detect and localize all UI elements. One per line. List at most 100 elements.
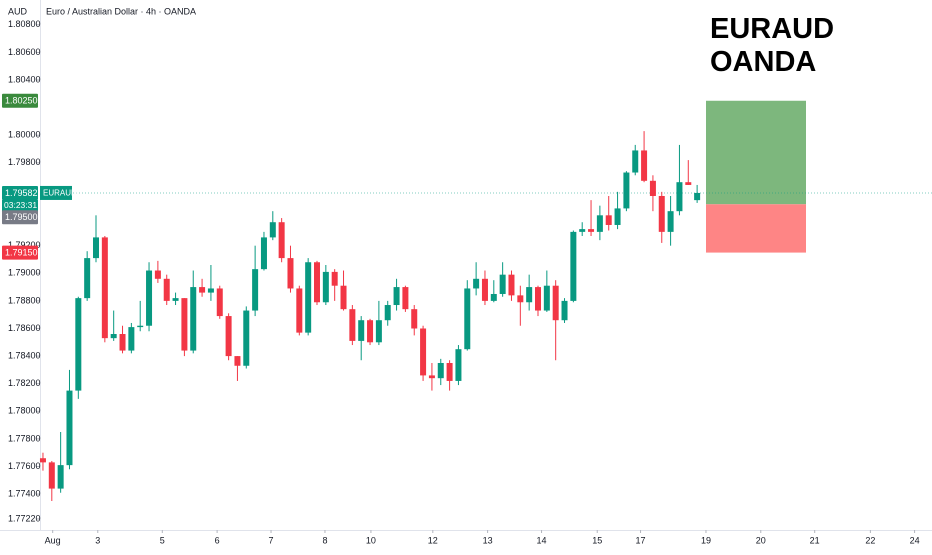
candle-body xyxy=(543,285,550,311)
candle-body xyxy=(464,288,471,350)
candle-body xyxy=(331,271,338,286)
candle-body xyxy=(305,262,312,333)
candle-body xyxy=(614,208,621,225)
candle-body xyxy=(119,334,126,351)
candle-body xyxy=(181,298,188,351)
candle-body xyxy=(57,465,64,489)
candle-body xyxy=(101,237,108,339)
x-tick-label: 21 xyxy=(810,535,820,545)
y-tick-label: 1.78200 xyxy=(8,378,41,388)
x-tick-label: 17 xyxy=(636,535,646,545)
candle-body xyxy=(561,300,568,321)
candle-body xyxy=(446,362,453,381)
chart-title: Euro / Australian Dollar · 4h · OANDA xyxy=(46,6,196,16)
candle-body xyxy=(269,222,276,238)
x-tick-label: 20 xyxy=(756,535,766,545)
candle-body xyxy=(314,262,321,303)
x-tick-label: 22 xyxy=(865,535,875,545)
loss-zone xyxy=(706,204,806,253)
candle-body xyxy=(384,305,391,321)
countdown-label: 03:23:31 xyxy=(4,200,37,210)
candle-body xyxy=(163,278,170,301)
y-tick-label: 1.80000 xyxy=(8,130,41,140)
entry-label: 1.79500 xyxy=(5,212,38,222)
x-tick-label: 5 xyxy=(160,535,165,545)
y-tick-label: 1.80400 xyxy=(8,74,41,84)
x-tick-label: 3 xyxy=(95,535,100,545)
candle-body xyxy=(437,362,444,379)
candle-body xyxy=(66,390,73,466)
candle-body xyxy=(641,150,648,181)
x-tick-label: 15 xyxy=(592,535,602,545)
candle-body xyxy=(358,320,365,341)
plot-area xyxy=(39,100,932,502)
y-tick-label: 1.78600 xyxy=(8,323,41,333)
candle-body xyxy=(428,375,435,379)
candle-body xyxy=(605,215,612,225)
symbol-label: EURAUD xyxy=(43,189,77,198)
labels: AUD Euro / Australian Dollar · 4h · OAND… xyxy=(8,6,834,78)
symbol-label-bg xyxy=(40,185,72,200)
candle-body xyxy=(411,309,418,329)
candle-body xyxy=(508,274,515,296)
candle-body xyxy=(623,172,630,209)
candle-body xyxy=(172,298,179,301)
y-tick-label: 1.77800 xyxy=(8,433,41,443)
y-tick-label: 1.78400 xyxy=(8,350,41,360)
x-tick-label: 7 xyxy=(269,535,274,545)
y-tick-label: 1.78800 xyxy=(8,295,41,305)
candle-body xyxy=(473,278,480,289)
candle-body xyxy=(340,285,347,310)
y-tick-label: 1.80800 xyxy=(8,19,41,29)
candle-body xyxy=(137,325,144,328)
candle-body xyxy=(225,316,232,357)
x-tick-label: 10 xyxy=(366,535,376,545)
candle-body xyxy=(199,287,206,293)
candle-body xyxy=(667,211,674,232)
stop-label-bg xyxy=(2,245,38,260)
candle-body xyxy=(349,309,356,341)
candle-body xyxy=(260,237,267,270)
candle-body xyxy=(93,237,100,259)
candle-body xyxy=(48,462,55,489)
candle-body xyxy=(420,328,427,376)
candle-body xyxy=(579,229,586,232)
candle-body xyxy=(552,285,559,321)
candle-body xyxy=(296,288,303,333)
candle-body xyxy=(490,293,497,301)
candle-body xyxy=(367,320,374,343)
y-tick-label: 1.80600 xyxy=(8,47,41,57)
target-label: 1.80250 xyxy=(5,96,38,106)
y-tick-label: 1.79800 xyxy=(8,157,41,167)
y-tick-label: 1.77400 xyxy=(8,488,41,498)
x-tick-label: Aug xyxy=(45,535,61,545)
candle-body xyxy=(526,287,533,303)
last-price-label: 1.79582 xyxy=(5,188,38,198)
candle-body xyxy=(694,192,701,201)
candle-body xyxy=(393,287,400,306)
x-tick-label: 13 xyxy=(483,535,493,545)
entry-label-bg xyxy=(2,210,38,225)
y-tick-label: 1.77600 xyxy=(8,461,41,471)
candle-body xyxy=(375,320,382,343)
profit-zone xyxy=(706,100,806,205)
candle-body xyxy=(216,288,223,317)
candle-body xyxy=(517,295,524,303)
candle-body xyxy=(39,458,46,463)
x-tick-label: 8 xyxy=(322,535,327,545)
candle-body xyxy=(75,298,82,391)
candle-body xyxy=(278,222,285,259)
candle-body xyxy=(499,274,506,294)
candle-body xyxy=(455,349,462,381)
candle-body xyxy=(632,150,639,173)
y-tick-label: 1.79000 xyxy=(8,268,41,278)
candle-body xyxy=(535,287,542,311)
currency-label: AUD xyxy=(8,6,28,16)
x-tick-label: 14 xyxy=(537,535,547,545)
candle-body xyxy=(685,182,692,185)
x-tick-label: 24 xyxy=(910,535,920,545)
candle-body xyxy=(570,231,577,301)
candle-body xyxy=(146,270,153,326)
candle-body xyxy=(190,287,197,351)
